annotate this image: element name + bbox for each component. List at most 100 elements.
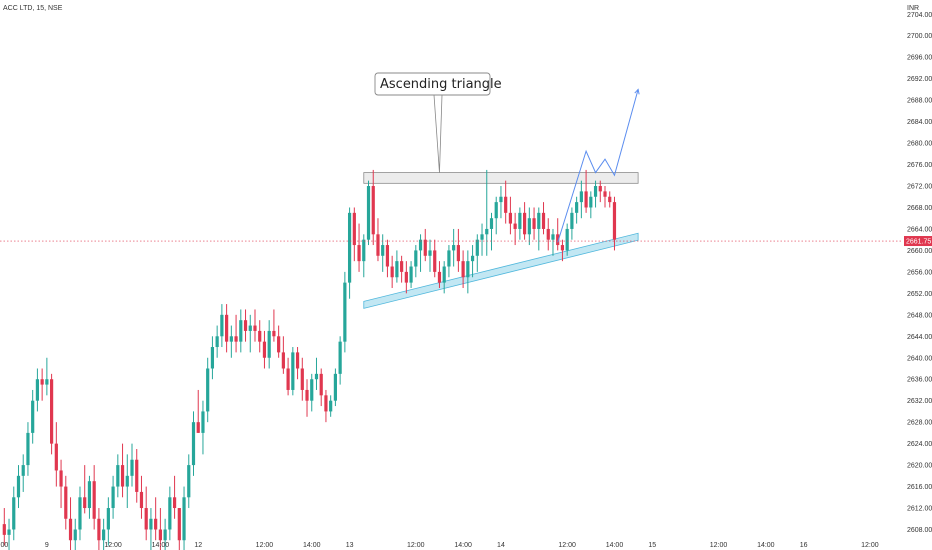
y-tick-label: 2652.00 bbox=[907, 291, 932, 298]
candle-body bbox=[319, 373, 323, 396]
time-axis[interactable]: 14:00 9 12:00 14:00 12 12:00 14:00 13 12:00 14:00… bbox=[0, 542, 879, 549]
callout-pointer bbox=[433, 94, 443, 173]
candle-body bbox=[376, 234, 380, 256]
candle-body bbox=[494, 202, 498, 219]
projection-arrowhead bbox=[634, 88, 640, 95]
candle-body bbox=[437, 271, 442, 283]
candle-body bbox=[35, 379, 40, 401]
annotations-layer: 2661.75 Ascending triangle bbox=[0, 72, 932, 247]
candle-body bbox=[220, 314, 224, 337]
candle-body bbox=[414, 250, 418, 267]
y-tick-label: 2704.00 bbox=[907, 12, 932, 19]
candle-body bbox=[286, 368, 290, 390]
x-tick-label: 14:00 bbox=[454, 542, 472, 549]
candle-body bbox=[7, 529, 11, 535]
candle-body bbox=[262, 341, 267, 358]
candle-body bbox=[480, 234, 484, 240]
candle-body bbox=[551, 234, 555, 240]
y-tick-label: 2688.00 bbox=[907, 98, 932, 105]
candle-body bbox=[390, 266, 394, 278]
candle-body bbox=[489, 218, 494, 229]
candle-body bbox=[168, 497, 172, 530]
x-tick-label: 12:00 bbox=[104, 542, 122, 549]
candle-body bbox=[196, 422, 200, 433]
candle-body bbox=[347, 212, 352, 283]
candle-body bbox=[191, 422, 196, 466]
candle-body bbox=[442, 266, 446, 283]
candle-body bbox=[362, 239, 366, 262]
candle-body bbox=[532, 218, 536, 229]
candle-body bbox=[352, 212, 356, 246]
candle-body bbox=[26, 432, 30, 466]
candle-body bbox=[513, 223, 517, 229]
candle-body bbox=[83, 497, 87, 509]
callout-box bbox=[374, 72, 491, 96]
y-tick-label: 2616.00 bbox=[907, 484, 932, 491]
candle-body bbox=[565, 228, 569, 251]
candle-body bbox=[16, 475, 21, 498]
x-tick-label: 12:00 bbox=[558, 542, 576, 549]
candle-body bbox=[343, 282, 347, 342]
candle-body bbox=[314, 373, 319, 380]
candle-body bbox=[338, 341, 342, 374]
candle-body bbox=[125, 475, 129, 487]
x-tick-label: 14:00 bbox=[152, 542, 170, 549]
candle-body bbox=[589, 196, 593, 208]
candle-body bbox=[333, 373, 337, 401]
candle-body bbox=[182, 497, 186, 541]
candle-body bbox=[523, 212, 527, 235]
candle-body bbox=[603, 191, 607, 197]
y-tick-label: 2680.00 bbox=[907, 141, 932, 148]
candle-body bbox=[295, 352, 300, 369]
candle-body bbox=[225, 314, 229, 342]
candle-body bbox=[428, 250, 432, 256]
candle-body bbox=[243, 320, 248, 331]
y-tick-label: 2668.00 bbox=[907, 205, 932, 212]
candle-body bbox=[92, 481, 96, 519]
candle-body bbox=[527, 218, 531, 235]
candle-body bbox=[291, 352, 295, 390]
price-axis[interactable]: 2608.00 2612.00 2616.00 2620.00 2624.00 2628.… bbox=[907, 12, 932, 534]
candle-body bbox=[381, 245, 385, 256]
x-tick-label: 14:00 bbox=[757, 542, 775, 549]
y-tick-label: 2676.00 bbox=[907, 162, 932, 169]
candle-body bbox=[281, 352, 285, 369]
candle-body bbox=[366, 186, 371, 240]
y-tick-label: 2656.00 bbox=[907, 269, 932, 276]
candle-body bbox=[234, 336, 238, 342]
x-tick-label: 13 bbox=[346, 542, 354, 549]
candle-body bbox=[87, 481, 92, 509]
x-tick-label: 12:00 bbox=[861, 542, 879, 549]
y-tick-label: 2700.00 bbox=[907, 33, 932, 40]
y-tick-label: 2608.00 bbox=[907, 527, 932, 534]
candle-body bbox=[423, 239, 427, 256]
last-price-label: 2661.75 bbox=[906, 239, 931, 246]
candle-body bbox=[31, 400, 35, 433]
candle-body bbox=[239, 320, 243, 342]
candle-body bbox=[111, 486, 115, 509]
candle-body bbox=[579, 191, 583, 203]
candle-body bbox=[139, 491, 144, 509]
candle-body bbox=[40, 379, 44, 385]
candle-body bbox=[357, 245, 361, 262]
candle-body bbox=[310, 379, 314, 401]
candle-body bbox=[541, 212, 546, 229]
candle-body bbox=[163, 529, 167, 541]
y-tick-label: 2684.00 bbox=[907, 119, 932, 126]
y-tick-label: 2644.00 bbox=[907, 334, 932, 341]
candle-body bbox=[248, 325, 252, 331]
resistance-zone bbox=[363, 172, 639, 184]
x-tick-label: 14:00 bbox=[0, 542, 8, 549]
candle-body bbox=[12, 497, 16, 530]
candle-body bbox=[106, 508, 110, 530]
x-tick-label: 9 bbox=[45, 542, 49, 549]
candle-body bbox=[404, 271, 408, 283]
candle-body bbox=[584, 191, 588, 208]
candle-body bbox=[187, 465, 191, 498]
x-tick-label: 16 bbox=[800, 542, 808, 549]
candle-body bbox=[277, 336, 281, 353]
candle-body bbox=[229, 336, 233, 342]
candle-body bbox=[570, 212, 574, 229]
candle-body bbox=[470, 255, 475, 262]
